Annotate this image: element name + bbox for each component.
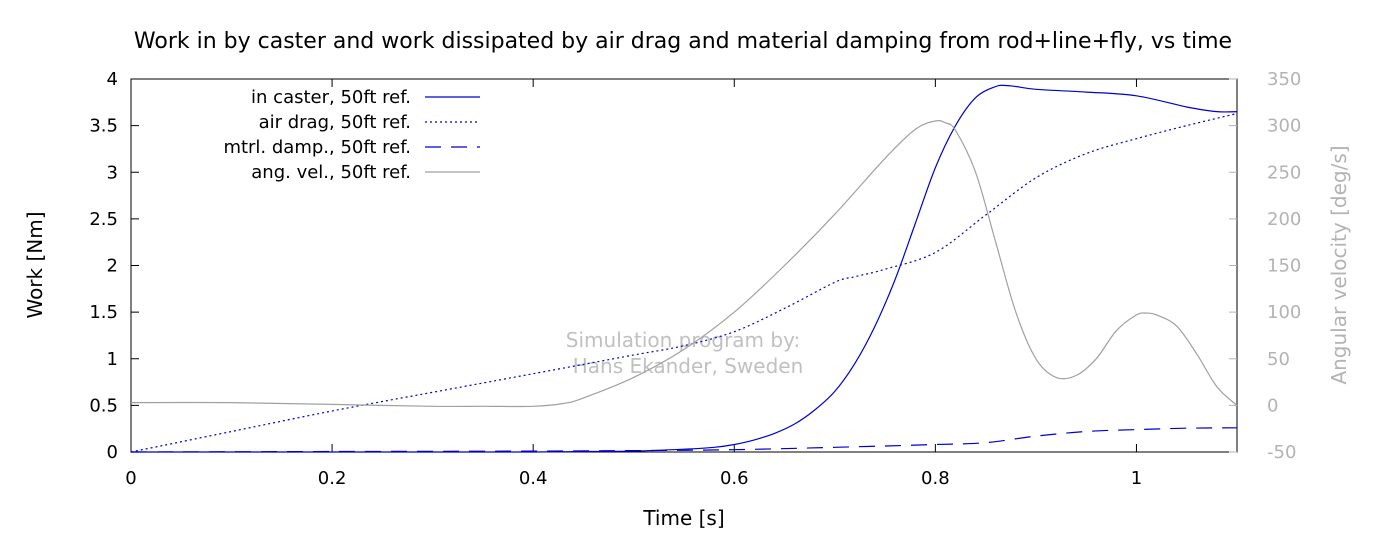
y-tick-label: 2.5 — [89, 209, 118, 230]
watermark-line-2: Hans Ekander, Sweden — [573, 354, 804, 378]
x-tick-label: 0.2 — [318, 468, 347, 489]
series-in-caster — [131, 84, 1238, 453]
x-tick-label: 0 — [125, 468, 136, 489]
x-tick-label: 1 — [1131, 468, 1142, 489]
legend-label: air drag, 50ft ref. — [259, 112, 411, 133]
x-tick-label: 0.4 — [519, 468, 548, 489]
y-axis-ticks: 0 0.5 1 1.5 2 2.5 3 3.5 4 — [89, 69, 139, 463]
y2-tick-label: 300 — [1267, 116, 1301, 137]
y2-tick-label: 200 — [1267, 209, 1301, 230]
y2-tick-label: 350 — [1267, 69, 1301, 90]
plot-frame — [130, 78, 1238, 453]
y2-tick-label: 50 — [1267, 349, 1290, 370]
y-tick-label: 3 — [107, 162, 118, 183]
series-air-drag — [130, 112, 1238, 453]
plot-border — [130, 78, 1238, 453]
legend-air-drag: air drag, 50ft ref. — [259, 112, 480, 133]
y2-tick-label: 100 — [1267, 302, 1301, 323]
watermark-line-1: Simulation program by: — [566, 328, 800, 352]
legend-label: mtrl. damp., 50ft ref. — [223, 137, 411, 158]
x-axis-ticks: 0 0.2 0.4 0.6 0.8 1 — [125, 79, 1142, 489]
watermark-annotation: Simulation program by: Hans Ekander, Swe… — [566, 328, 803, 378]
y-tick-label: 1.5 — [89, 302, 118, 323]
chart-title: Work in by caster and work dissipated by… — [134, 29, 1232, 54]
series-layer — [130, 84, 1238, 453]
y-tick-label: 3.5 — [89, 116, 118, 137]
y-axis-label: Work [Nm] — [23, 211, 47, 318]
legend-label: ang. vel., 50ft ref. — [251, 162, 411, 183]
y-tick-label: 1 — [107, 349, 118, 370]
legend-mtrl-damp: mtrl. damp., 50ft ref. — [223, 137, 480, 158]
y-tick-label: 4 — [107, 69, 118, 90]
series-mtrl-damp — [130, 427, 1238, 453]
y2-tick-label: -50 — [1267, 442, 1296, 463]
series-ang-vel — [130, 120, 1238, 408]
x-tick-label: 0.8 — [921, 468, 950, 489]
y-tick-label: 0.5 — [89, 395, 118, 416]
legend-in-caster: in caster, 50ft ref. — [251, 87, 480, 108]
y-tick-label: 0 — [107, 442, 118, 463]
y-tick-label: 2 — [107, 256, 118, 277]
x-axis-label: Time [s] — [642, 506, 724, 530]
legend-ang-vel: ang. vel., 50ft ref. — [251, 162, 480, 183]
y2-axis-ticks: -50 0 50 100 150 200 250 300 350 — [1229, 69, 1301, 463]
x-tick-label: 0.6 — [720, 468, 749, 489]
y2-tick-label: 0 — [1267, 395, 1278, 416]
legend: in caster, 50ft ref. air drag, 50ft ref. m… — [223, 87, 480, 183]
y2-tick-label: 250 — [1267, 162, 1301, 183]
y2-axis-label: Angular velocity [deg/s] — [1327, 145, 1351, 384]
legend-label: in caster, 50ft ref. — [251, 87, 411, 108]
y2-tick-label: 150 — [1267, 256, 1301, 277]
